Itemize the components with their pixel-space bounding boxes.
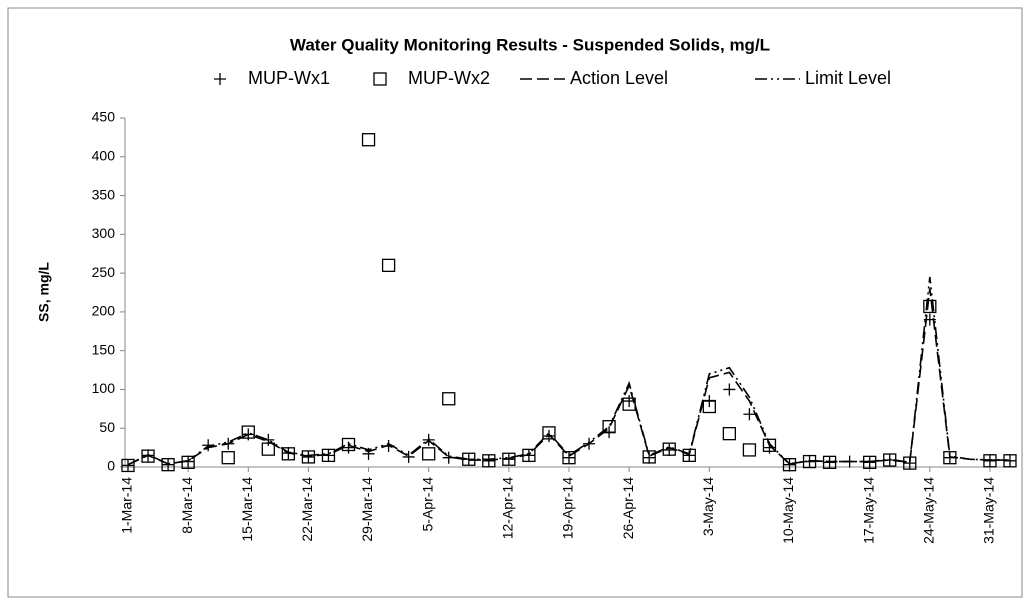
square-marker xyxy=(682,448,696,463)
plus-marker xyxy=(402,450,415,463)
legend-label: MUP-Wx1 xyxy=(248,68,330,88)
x-tick-label: 24-May-14 xyxy=(921,477,937,544)
plus-marker xyxy=(122,459,134,472)
plus-marker xyxy=(663,443,676,456)
x-tick-label: 31-May-14 xyxy=(981,477,997,544)
legend-marker xyxy=(214,73,226,85)
x-tick-label: 3-May-14 xyxy=(700,477,716,536)
y-tick-label: 0 xyxy=(107,458,115,474)
y-tick-label: 200 xyxy=(92,303,116,319)
x-tick-label: 19-Apr-14 xyxy=(560,477,576,539)
square-marker xyxy=(161,458,175,472)
x-tick-label: 29-Mar-14 xyxy=(359,477,375,542)
square-marker xyxy=(742,443,757,457)
y-tick-label: 400 xyxy=(92,147,116,163)
square-marker xyxy=(241,425,255,439)
y-tick-label: 50 xyxy=(99,419,115,435)
x-tick-label: 26-Apr-14 xyxy=(620,477,636,539)
legend-marker xyxy=(373,72,387,86)
square-marker xyxy=(542,426,556,440)
square-marker xyxy=(121,458,135,473)
x-tick-label: 8-Mar-14 xyxy=(179,477,195,534)
square-marker xyxy=(782,458,797,472)
plus-marker xyxy=(723,383,736,396)
x-tick-label: 10-May-14 xyxy=(780,477,796,544)
plus-marker xyxy=(542,429,555,442)
chart-border xyxy=(7,7,1023,598)
square-marker xyxy=(642,450,656,464)
square-marker xyxy=(381,258,396,273)
square-marker xyxy=(923,299,937,314)
x-tick-label: 5-Apr-14 xyxy=(419,477,435,532)
square-marker xyxy=(341,437,356,452)
legend-label: MUP-Wx2 xyxy=(408,68,490,88)
plus-marker xyxy=(563,451,575,464)
y-tick-label: 300 xyxy=(92,225,116,241)
y-tick-label: 250 xyxy=(92,264,116,280)
series-line xyxy=(127,276,1010,466)
square-marker xyxy=(442,392,456,406)
y-axis-title: SS, mg/L xyxy=(36,262,52,322)
x-tick-label: 17-May-14 xyxy=(860,477,876,544)
plus-marker xyxy=(743,408,756,421)
square-marker xyxy=(762,438,777,452)
square-marker xyxy=(422,447,436,461)
square-marker xyxy=(722,427,737,441)
x-tick-label: 15-Mar-14 xyxy=(239,477,255,542)
square-marker xyxy=(702,399,716,414)
y-tick-label: 100 xyxy=(92,380,116,396)
x-tick-label: 12-Apr-14 xyxy=(500,477,516,539)
legend-label: Action Level xyxy=(570,68,668,88)
legend-label: Limit Level xyxy=(805,68,891,88)
square-marker xyxy=(482,454,496,468)
square-marker xyxy=(361,133,376,147)
square-marker xyxy=(141,449,155,463)
x-tick-label: 22-Mar-14 xyxy=(299,477,315,542)
chart-title: Water Quality Monitoring Results - Suspe… xyxy=(290,35,770,54)
x-tick-label: 1-Mar-14 xyxy=(119,477,135,534)
y-tick-label: 350 xyxy=(92,186,116,202)
square-marker xyxy=(301,450,316,464)
y-tick-label: 450 xyxy=(92,109,116,125)
square-marker xyxy=(602,420,616,434)
y-tick-label: 150 xyxy=(92,341,116,357)
square-marker xyxy=(261,442,275,456)
square-marker xyxy=(221,451,235,465)
square-marker xyxy=(562,451,576,465)
square-marker xyxy=(502,452,516,466)
